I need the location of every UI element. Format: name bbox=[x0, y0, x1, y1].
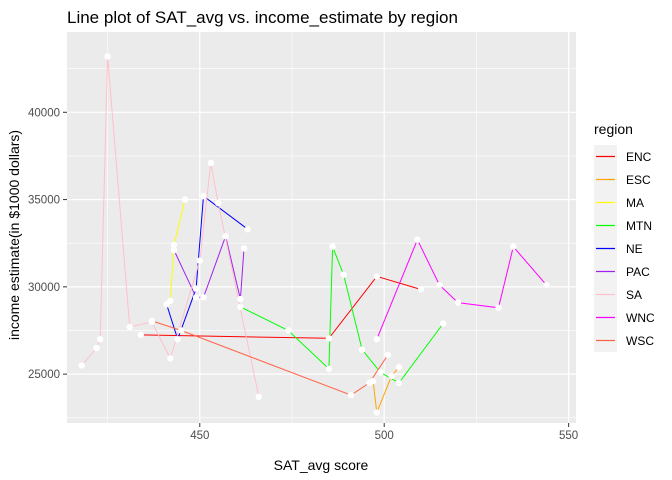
legend-title: region bbox=[594, 121, 633, 137]
data-point-wsc bbox=[384, 351, 392, 359]
series-line-enc bbox=[140, 275, 422, 339]
legend-label-ne: NE bbox=[626, 242, 643, 256]
data-point-ma bbox=[181, 196, 189, 203]
data-point-enc bbox=[325, 335, 333, 342]
data-point-wnc bbox=[436, 281, 443, 289]
data-point-mtn bbox=[395, 379, 403, 387]
grid-major bbox=[67, 32, 576, 423]
data-point-ne bbox=[192, 285, 200, 292]
data-point-sa bbox=[78, 362, 85, 369]
data-point-mtn bbox=[440, 320, 447, 327]
legend-label-enc: ENC bbox=[626, 150, 652, 164]
data-point-sa bbox=[126, 323, 133, 331]
data-point-sa bbox=[93, 344, 100, 352]
data-point-wnc bbox=[414, 236, 421, 243]
data-point-sa bbox=[167, 355, 174, 362]
data-point-ne bbox=[200, 192, 207, 200]
grid-minor bbox=[67, 32, 576, 423]
data-point-pac bbox=[240, 245, 248, 252]
y-tick-label: 35000 bbox=[28, 195, 60, 207]
data-point-enc bbox=[137, 331, 144, 339]
legend: region ENC ESC MA MTN NE PAC SA WNC WSC bbox=[594, 121, 655, 352]
data-point-sa bbox=[96, 336, 104, 343]
data-point-wsc bbox=[366, 379, 373, 387]
data-point-mtn bbox=[325, 365, 333, 373]
data-point-wnc bbox=[495, 304, 502, 311]
legend-label-pac: PAC bbox=[626, 265, 650, 279]
data-point-mtn bbox=[285, 327, 292, 334]
series-line-esc bbox=[372, 366, 400, 413]
x-tick-label: 500 bbox=[375, 430, 394, 442]
legend-label-sa: SA bbox=[626, 288, 642, 302]
series-line-pac bbox=[173, 234, 245, 300]
y-tick-label: 30000 bbox=[28, 282, 60, 294]
data-point-sa bbox=[196, 257, 203, 264]
data-point-esc bbox=[388, 372, 395, 380]
data-point-ne bbox=[174, 336, 181, 343]
legend-label-ma: MA bbox=[626, 196, 644, 210]
data-point-ne bbox=[163, 301, 170, 308]
data-point-mtn bbox=[377, 369, 384, 376]
data-point-mtn bbox=[329, 243, 336, 250]
data-point-wnc bbox=[454, 299, 462, 306]
data-point-wsc bbox=[148, 317, 156, 325]
y-axis-label: income estimate(in $1000 dollars) bbox=[6, 130, 22, 340]
legend-keys: ENC ESC MA MTN NE PAC SA WNC WSC bbox=[594, 145, 655, 352]
legend-label-wsc: WSC bbox=[626, 334, 654, 348]
x-tick-label: 550 bbox=[559, 430, 578, 442]
data-point-enc bbox=[373, 273, 381, 280]
data-point-wnc bbox=[373, 336, 381, 343]
data-point-pac bbox=[237, 295, 244, 303]
data-point-sa bbox=[207, 159, 215, 167]
data-point-esc bbox=[395, 363, 403, 371]
legend-label-esc: ESC bbox=[626, 173, 651, 187]
legend-label-wnc: WNC bbox=[626, 311, 655, 325]
data-point-wsc bbox=[178, 327, 185, 334]
data-point-mtn bbox=[340, 271, 347, 278]
y-tick-label: 25000 bbox=[28, 369, 60, 381]
y-axis: 25000 30000 35000 40000 bbox=[28, 107, 67, 381]
data-point-wnc bbox=[510, 243, 517, 250]
data-point-ne bbox=[244, 226, 251, 233]
data-point-pac bbox=[200, 294, 207, 301]
data-point-enc bbox=[417, 286, 425, 293]
data-point-esc bbox=[373, 409, 381, 416]
plot-panel bbox=[67, 32, 576, 423]
x-axis-label: SAT_avg score bbox=[274, 457, 369, 473]
series-points bbox=[78, 53, 550, 416]
data-point-wnc bbox=[543, 281, 550, 289]
y-tick-label: 40000 bbox=[28, 107, 60, 119]
data-point-mtn bbox=[358, 346, 366, 353]
data-point-sa bbox=[255, 393, 262, 401]
x-axis: 450 500 550 bbox=[190, 423, 578, 442]
data-point-sa bbox=[215, 199, 222, 207]
chart-title: Line plot of SAT_avg vs. income_estimate… bbox=[67, 8, 458, 27]
data-point-sa bbox=[104, 53, 111, 60]
data-point-wsc bbox=[347, 391, 355, 399]
data-point-mtn bbox=[237, 303, 244, 311]
data-point-ma bbox=[170, 241, 178, 249]
data-point-pac bbox=[222, 233, 229, 240]
data-point-pac bbox=[170, 246, 178, 254]
x-tick-label: 450 bbox=[190, 430, 209, 442]
legend-label-mtn: MTN bbox=[626, 219, 652, 233]
data-point-pac bbox=[192, 294, 200, 301]
